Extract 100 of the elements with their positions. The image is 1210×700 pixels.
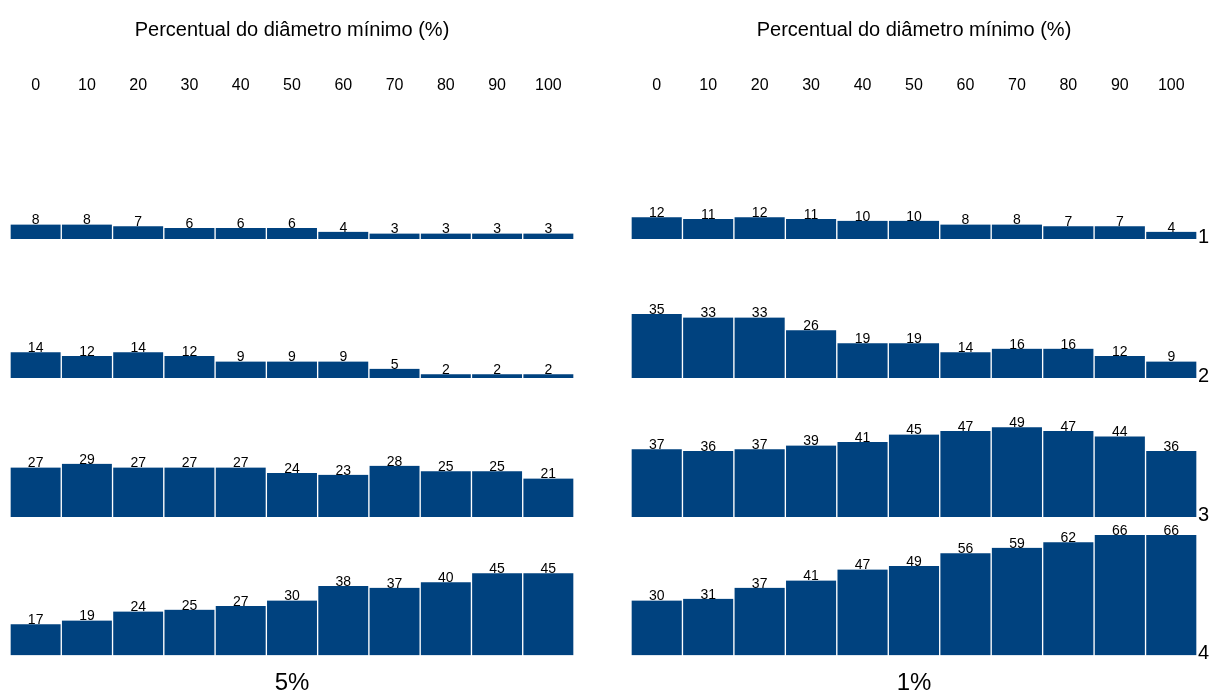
data-label: 45 bbox=[906, 421, 922, 438]
data-label: 2 bbox=[493, 361, 502, 378]
y2-axis-title: 3 bbox=[1198, 502, 1210, 525]
data-label: 23 bbox=[335, 461, 352, 478]
data-label: 16 bbox=[1060, 335, 1077, 352]
data-label: 3 bbox=[544, 220, 553, 237]
data-label: 30 bbox=[284, 587, 300, 604]
x-tick-label: 0 bbox=[31, 76, 41, 94]
data-label: 39 bbox=[803, 432, 820, 449]
data-label: 28 bbox=[386, 452, 403, 469]
data-label: 8 bbox=[1013, 211, 1022, 228]
x-tick-label: 70 bbox=[1008, 76, 1026, 94]
data-label: 25 bbox=[438, 458, 454, 475]
data-label: 3 bbox=[441, 220, 450, 237]
data-label: 9 bbox=[1167, 348, 1176, 365]
data-label: 6 bbox=[236, 214, 245, 231]
x-tick-label: 20 bbox=[129, 76, 148, 94]
data-label: 27 bbox=[130, 454, 147, 471]
data-label: 36 bbox=[700, 437, 717, 454]
data-label: 12 bbox=[1112, 342, 1128, 359]
x-axis-title: Percentual do diâmetro mínimo (%) bbox=[756, 17, 1072, 40]
data-label: 44 bbox=[1112, 423, 1128, 440]
data-label: 26 bbox=[803, 317, 820, 334]
x-tick-label: 80 bbox=[1059, 76, 1078, 94]
data-label: 66 bbox=[1112, 521, 1128, 538]
data-label: 17 bbox=[27, 611, 44, 628]
data-label: 16 bbox=[1009, 335, 1025, 352]
data-label: 12 bbox=[181, 342, 198, 359]
data-label: 3 bbox=[493, 220, 502, 237]
data-label: 2 bbox=[441, 361, 450, 378]
data-label: 14 bbox=[27, 339, 44, 356]
data-label: 14 bbox=[130, 339, 147, 356]
x-tick-label: 100 bbox=[535, 76, 562, 94]
x-tick-label: 80 bbox=[436, 76, 455, 94]
data-label: 8 bbox=[961, 211, 970, 228]
data-label: 56 bbox=[957, 540, 974, 557]
y2-axis-title: 1 bbox=[1198, 224, 1210, 247]
data-label: 37 bbox=[751, 574, 768, 591]
data-label: 6 bbox=[185, 214, 194, 231]
data-label: 11 bbox=[803, 205, 819, 222]
data-label: 4 bbox=[339, 218, 348, 235]
data-label: 40 bbox=[438, 569, 454, 586]
data-label: 8 bbox=[31, 211, 40, 228]
data-label: 41 bbox=[854, 428, 871, 445]
x-tick-label: 60 bbox=[956, 76, 975, 94]
data-label: 11 bbox=[700, 205, 716, 222]
data-label: 30 bbox=[648, 587, 665, 604]
x-tick-label: 20 bbox=[750, 76, 769, 94]
x-tick-label: 70 bbox=[385, 76, 404, 94]
data-label: 27 bbox=[181, 454, 198, 471]
data-label: 36 bbox=[1163, 437, 1180, 454]
data-label: 29 bbox=[79, 450, 95, 467]
data-label: 19 bbox=[79, 607, 95, 624]
x-tick-label: 30 bbox=[802, 76, 821, 94]
data-label: 37 bbox=[648, 436, 665, 453]
data-label: 9 bbox=[236, 348, 245, 365]
data-label: 10 bbox=[906, 207, 922, 224]
data-label: 7 bbox=[1115, 213, 1124, 230]
data-label: 49 bbox=[906, 552, 922, 569]
data-label: 41 bbox=[803, 567, 820, 584]
x-tick-label: 50 bbox=[905, 76, 923, 94]
data-label: 19 bbox=[854, 330, 871, 347]
data-label: 24 bbox=[130, 598, 147, 615]
data-label: 7 bbox=[134, 213, 143, 230]
x-tick-label: 0 bbox=[652, 76, 662, 94]
x-axis-title: 1% bbox=[896, 668, 932, 696]
data-label: 2 bbox=[544, 361, 553, 378]
data-label: 25 bbox=[181, 596, 198, 613]
data-label: 14 bbox=[957, 339, 974, 356]
data-label: 12 bbox=[648, 204, 665, 221]
data-label: 38 bbox=[335, 572, 352, 589]
data-label: 24 bbox=[284, 459, 300, 476]
data-label: 21 bbox=[540, 465, 557, 482]
data-label: 49 bbox=[1009, 414, 1025, 431]
data-label: 3 bbox=[390, 220, 399, 237]
data-label: 7 bbox=[1064, 213, 1073, 230]
data-label: 8 bbox=[83, 211, 92, 228]
x-tick-label: 60 bbox=[334, 76, 353, 94]
x-tick-label: 100 bbox=[1157, 76, 1185, 94]
y2-axis-title: 2 bbox=[1198, 363, 1210, 386]
x-tick-label: 90 bbox=[1110, 76, 1129, 94]
data-label: 66 bbox=[1163, 521, 1180, 538]
data-label: 33 bbox=[700, 304, 717, 321]
data-label: 47 bbox=[957, 417, 974, 434]
data-label: 19 bbox=[906, 330, 922, 347]
data-label: 62 bbox=[1060, 529, 1077, 546]
data-label: 4 bbox=[1167, 218, 1176, 235]
x-axis-title: Percentual do diâmetro mínimo (%) bbox=[134, 17, 450, 40]
data-label: 27 bbox=[27, 454, 44, 471]
x-tick-label: 40 bbox=[853, 76, 872, 94]
x-tick-label: 50 bbox=[283, 76, 301, 94]
x-tick-label: 10 bbox=[699, 76, 718, 94]
data-label: 12 bbox=[751, 204, 768, 221]
data-label: 12 bbox=[79, 342, 95, 359]
data-label: 35 bbox=[648, 300, 665, 317]
x-tick-label: 30 bbox=[180, 76, 199, 94]
data-label: 27 bbox=[232, 592, 249, 609]
data-label: 37 bbox=[386, 574, 403, 591]
data-label: 25 bbox=[489, 458, 506, 475]
data-label: 33 bbox=[751, 304, 768, 321]
